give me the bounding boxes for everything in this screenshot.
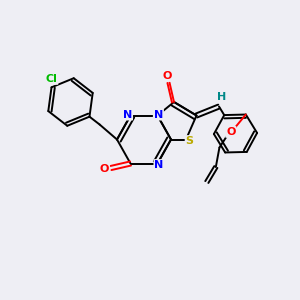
Text: N: N bbox=[123, 110, 132, 120]
Text: H: H bbox=[218, 92, 226, 103]
Text: O: O bbox=[226, 127, 236, 137]
Text: N: N bbox=[154, 160, 164, 170]
Text: N: N bbox=[154, 110, 163, 120]
Text: O: O bbox=[100, 164, 109, 175]
Text: O: O bbox=[162, 71, 172, 81]
Text: S: S bbox=[186, 136, 194, 146]
Text: Cl: Cl bbox=[46, 74, 58, 84]
